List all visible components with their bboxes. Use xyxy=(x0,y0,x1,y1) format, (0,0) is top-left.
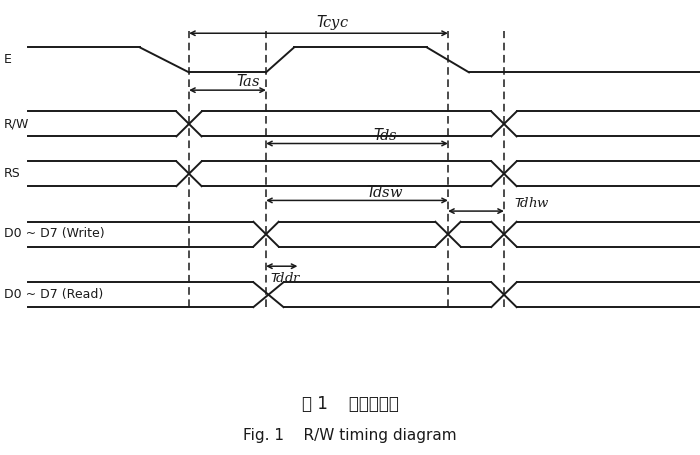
Text: $T\!$cyc: $T\!$cyc xyxy=(316,14,349,32)
Text: $T\!$dsw: $T\!$dsw xyxy=(366,183,404,199)
Text: $T\!$ddr: $T\!$ddr xyxy=(270,271,302,285)
Text: $T\!$as: $T\!$as xyxy=(237,73,260,89)
Text: 图 1    读写时序图: 图 1 读写时序图 xyxy=(302,394,398,412)
Text: $T\!$dhw: $T\!$dhw xyxy=(514,196,550,210)
Text: D0 ~ D7 (Read): D0 ~ D7 (Read) xyxy=(4,287,103,300)
Text: D0 ~ D7 (Write): D0 ~ D7 (Write) xyxy=(4,227,104,240)
Text: E: E xyxy=(4,53,11,66)
Text: R/W: R/W xyxy=(4,117,29,130)
Text: Fig. 1    R/W timing diagram: Fig. 1 R/W timing diagram xyxy=(243,427,457,442)
Text: RS: RS xyxy=(4,167,20,180)
Text: $T\!$ds: $T\!$ds xyxy=(372,126,398,142)
